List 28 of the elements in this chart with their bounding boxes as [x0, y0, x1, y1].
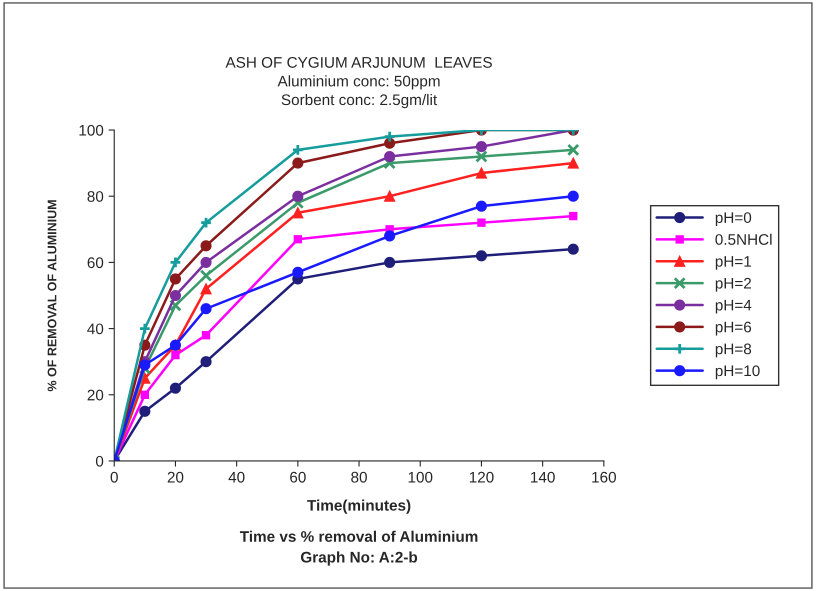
y-tick-label: 80	[87, 191, 104, 202]
x-tick-label: 20	[168, 472, 184, 483]
x-tick-label: 0	[110, 472, 118, 483]
legend-label: pH=1	[716, 256, 752, 270]
legend-label: pH=10	[716, 365, 760, 380]
x-tick-label: 60	[290, 472, 306, 483]
x-tick-label: 100	[408, 472, 432, 483]
text: Graph No: A:2-b	[300, 551, 418, 566]
legend-label: pH=4	[716, 300, 752, 314]
y-tick-label: 20	[88, 390, 104, 400]
x-tick-label: 40	[228, 472, 245, 483]
y-tick-label: 0	[96, 456, 104, 467]
legend-label: 0.5NHCl	[715, 234, 772, 245]
y-axis-title: % OF REMOVAL OF ALUMINIUM	[48, 200, 56, 392]
x-tick-label: 120	[470, 472, 494, 483]
legend-label: pH=8	[716, 343, 752, 358]
x-tick-label: 160	[592, 472, 616, 483]
y-tick-label: 40	[87, 323, 104, 334]
x-axis-title: Time(minutes)	[307, 500, 410, 514]
legend-label: pH=6	[716, 322, 752, 336]
x-tick-label: 80	[351, 472, 367, 483]
legend-label: pH=0	[716, 212, 752, 226]
chart-title: ASH OF CYGIUM ARJUNUM LEAVES Aluminium conc: 50ppm Sorbent conc: 2.5gm/lit	[226, 57, 492, 108]
text: Time vs % removal of Aluminium	[240, 530, 478, 542]
y-tick-label: 100	[80, 124, 104, 136]
legend-label: pH=2	[716, 278, 751, 292]
y-tick-label: 60	[88, 257, 104, 268]
x-tick-label: 140	[531, 472, 555, 483]
